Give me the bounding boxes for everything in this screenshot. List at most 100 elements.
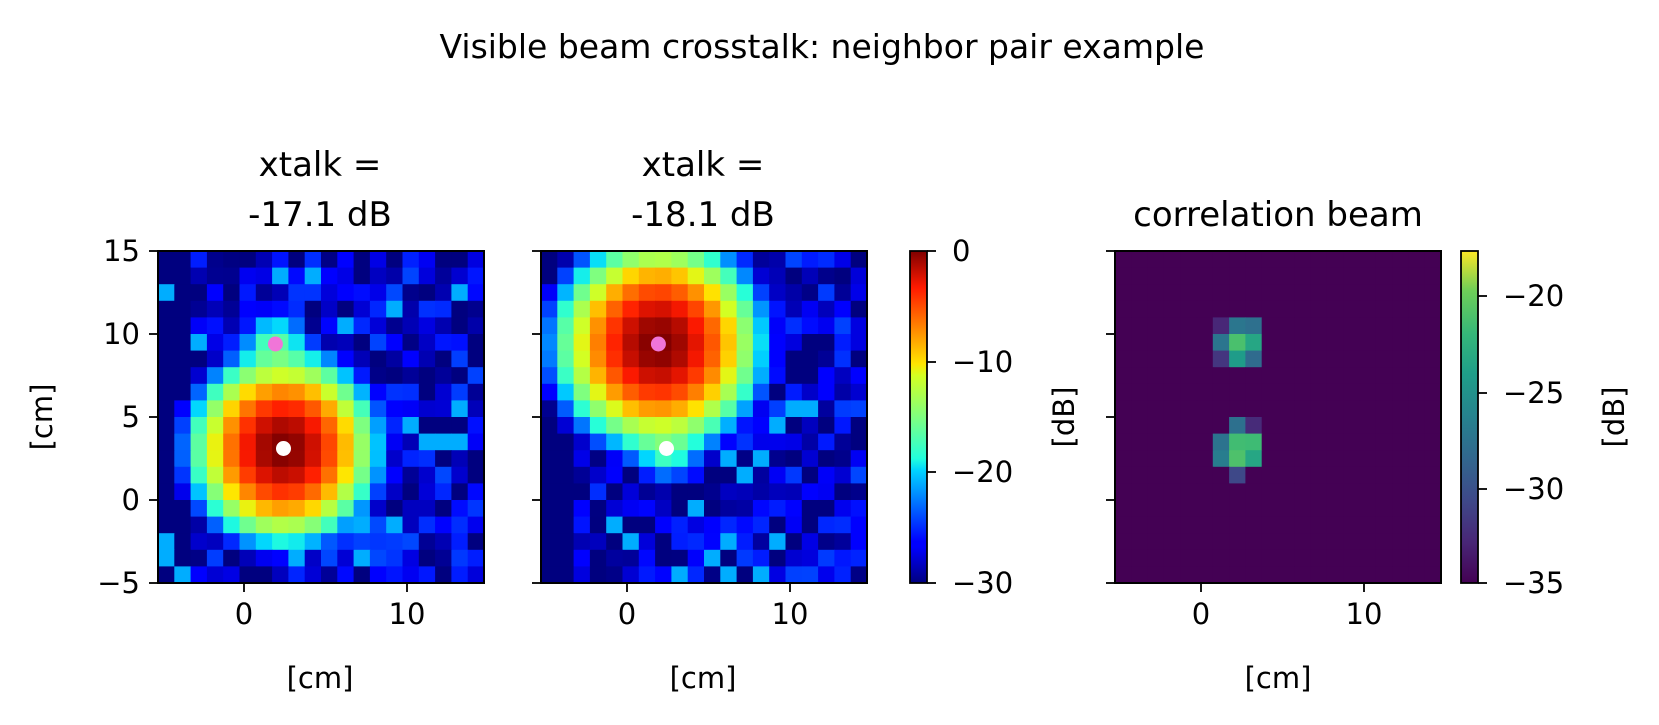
heatmap-cell bbox=[272, 367, 289, 385]
heatmap-cell bbox=[1245, 400, 1263, 418]
colorbar-viridis-bar bbox=[1460, 250, 1479, 584]
heatmap-cell bbox=[655, 500, 672, 518]
heatmap-cell bbox=[467, 350, 485, 368]
heatmap-cell bbox=[752, 450, 770, 468]
heatmap-cell bbox=[720, 533, 738, 551]
heatmap-cell bbox=[638, 300, 656, 318]
heatmap-cell bbox=[1408, 350, 1426, 368]
heatmap-cell bbox=[638, 450, 656, 468]
heatmap-cell bbox=[589, 450, 607, 468]
heatmap-cell bbox=[1408, 549, 1426, 567]
heatmap-cell bbox=[687, 251, 705, 269]
heatmap-cell bbox=[752, 350, 770, 368]
heatmap-cell bbox=[288, 284, 306, 302]
heatmap-cell bbox=[1196, 417, 1214, 435]
heatmap-cell bbox=[720, 433, 738, 451]
heatmap-cell bbox=[1310, 383, 1328, 401]
heatmap-cell bbox=[671, 267, 689, 285]
heatmap-cell bbox=[1294, 284, 1312, 302]
heatmap-cell bbox=[1229, 317, 1246, 335]
panel-3: correlation beam 0 10 [cm] bbox=[1106, 195, 1631, 695]
heatmap-cell bbox=[239, 334, 257, 352]
heatmap-cell bbox=[1261, 300, 1279, 318]
heatmap-cell bbox=[655, 350, 672, 368]
heatmap-cell bbox=[1310, 433, 1328, 451]
panel-1-title-line-1: xtalk = bbox=[259, 145, 382, 185]
heatmap-cell bbox=[704, 466, 721, 484]
heatmap-cell bbox=[1212, 516, 1230, 534]
heatmap-cell bbox=[818, 533, 835, 551]
heatmap-cell bbox=[589, 251, 607, 269]
heatmap-cell bbox=[1310, 500, 1328, 518]
heatmap-cell bbox=[850, 450, 868, 468]
heatmap-cell bbox=[304, 383, 322, 401]
heatmap-cell bbox=[386, 383, 404, 401]
heatmap-cell bbox=[1115, 483, 1132, 501]
heatmap-cell bbox=[1163, 417, 1181, 435]
heatmap-cell bbox=[785, 483, 803, 501]
heatmap-cell bbox=[1359, 383, 1377, 401]
heatmap-cell bbox=[369, 317, 387, 335]
heatmap-cell bbox=[1408, 300, 1426, 318]
heatmap-cell bbox=[573, 450, 591, 468]
heatmap-cell bbox=[158, 533, 175, 551]
marker-target bbox=[659, 441, 674, 456]
heatmap-cell bbox=[573, 500, 591, 518]
heatmap-cell bbox=[1343, 500, 1361, 518]
panel-3-xtick-label: 0 bbox=[1192, 597, 1210, 631]
heatmap-cell bbox=[1245, 251, 1263, 269]
heatmap-cell bbox=[1310, 317, 1328, 335]
heatmap-cell bbox=[1261, 516, 1279, 534]
heatmap-cell bbox=[1408, 417, 1426, 435]
heatmap-cell bbox=[158, 334, 175, 352]
heatmap-cell bbox=[1229, 300, 1246, 318]
heatmap-cell bbox=[1212, 400, 1230, 418]
heatmap-cell bbox=[1392, 400, 1409, 418]
heatmap-cell bbox=[353, 566, 371, 584]
heatmap-cell bbox=[321, 300, 338, 318]
panel-1: xtalk = -17.1 dB 0 10 [cm] 15 10 5 0 −5 … bbox=[25, 145, 485, 695]
heatmap-cell bbox=[1261, 450, 1279, 468]
heatmap-cell bbox=[1375, 466, 1393, 484]
heatmap-cell bbox=[206, 350, 224, 368]
heatmap-cell bbox=[223, 251, 241, 269]
heatmap-cell bbox=[573, 367, 591, 385]
heatmap-cell bbox=[1310, 466, 1328, 484]
heatmap-cell bbox=[1326, 549, 1344, 567]
heatmap-cell bbox=[418, 334, 436, 352]
heatmap-cell bbox=[158, 367, 175, 385]
heatmap-cell bbox=[1294, 566, 1312, 584]
heatmap-cell bbox=[818, 500, 835, 518]
heatmap-cell bbox=[353, 466, 371, 484]
heatmap-cell bbox=[239, 383, 257, 401]
heatmap-cell bbox=[321, 516, 338, 534]
heatmap-cell bbox=[638, 334, 656, 352]
heatmap-cell bbox=[288, 317, 306, 335]
heatmap-cell bbox=[589, 350, 607, 368]
heatmap-cell bbox=[223, 516, 241, 534]
heatmap-cell bbox=[1131, 267, 1149, 285]
heatmap-cell bbox=[1245, 516, 1263, 534]
heatmap-cell bbox=[337, 516, 355, 534]
heatmap-cell bbox=[435, 300, 452, 318]
heatmap-cell bbox=[353, 267, 371, 285]
heatmap-cell bbox=[687, 367, 705, 385]
heatmap-cell bbox=[174, 566, 192, 584]
heatmap-cell bbox=[687, 350, 705, 368]
heatmap-cell bbox=[1343, 466, 1361, 484]
heatmap-cell bbox=[1212, 317, 1230, 335]
heatmap-cell bbox=[1278, 450, 1295, 468]
heatmap-cell bbox=[1326, 267, 1344, 285]
heatmap-cell bbox=[304, 566, 322, 584]
heatmap-cell bbox=[850, 284, 868, 302]
heatmap-cell bbox=[1392, 566, 1409, 584]
heatmap-cell bbox=[1147, 383, 1165, 401]
heatmap-cell bbox=[655, 300, 672, 318]
heatmap-cell bbox=[573, 350, 591, 368]
heatmap-cell bbox=[541, 483, 558, 501]
heatmap-cell bbox=[1163, 400, 1181, 418]
heatmap-cell bbox=[1326, 466, 1344, 484]
heatmap-cell bbox=[386, 267, 404, 285]
heatmap-cell bbox=[435, 417, 452, 435]
heatmap-cell bbox=[1261, 500, 1279, 518]
